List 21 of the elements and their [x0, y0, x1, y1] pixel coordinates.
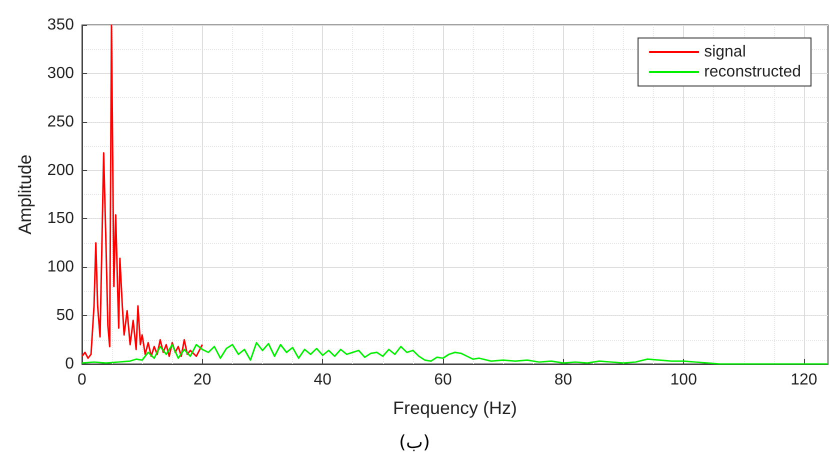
x-tick-label: 100 [670, 372, 698, 388]
y-tick-label: 250 [47, 113, 74, 130]
x-axis-title: Frequency (Hz) [392, 398, 518, 418]
x-tick-label: 20 [193, 372, 212, 388]
x-tick-label: 40 [314, 372, 332, 388]
y-tick-label: 350 [47, 16, 74, 34]
text: (ب) [398, 432, 431, 453]
y-tick-label: 100 [47, 258, 74, 276]
y-tick-label: 150 [47, 210, 74, 228]
y-axis-title: Amplitude [15, 154, 35, 235]
legend-label: signal [704, 44, 746, 60]
x-tick-label: 120 [790, 372, 818, 388]
legend-label: reconstructed [704, 64, 801, 80]
y-tick-label: 200 [47, 162, 74, 179]
x-tick-label: 80 [554, 372, 572, 388]
x-tick-label: 0 [78, 372, 87, 388]
y-tick-label: 0 [65, 356, 74, 372]
y-tick-label: 300 [47, 64, 74, 82]
x-tick-label: 60 [434, 372, 452, 388]
y-tick-label: 50 [56, 307, 74, 324]
line-series [81, 24, 204, 359]
